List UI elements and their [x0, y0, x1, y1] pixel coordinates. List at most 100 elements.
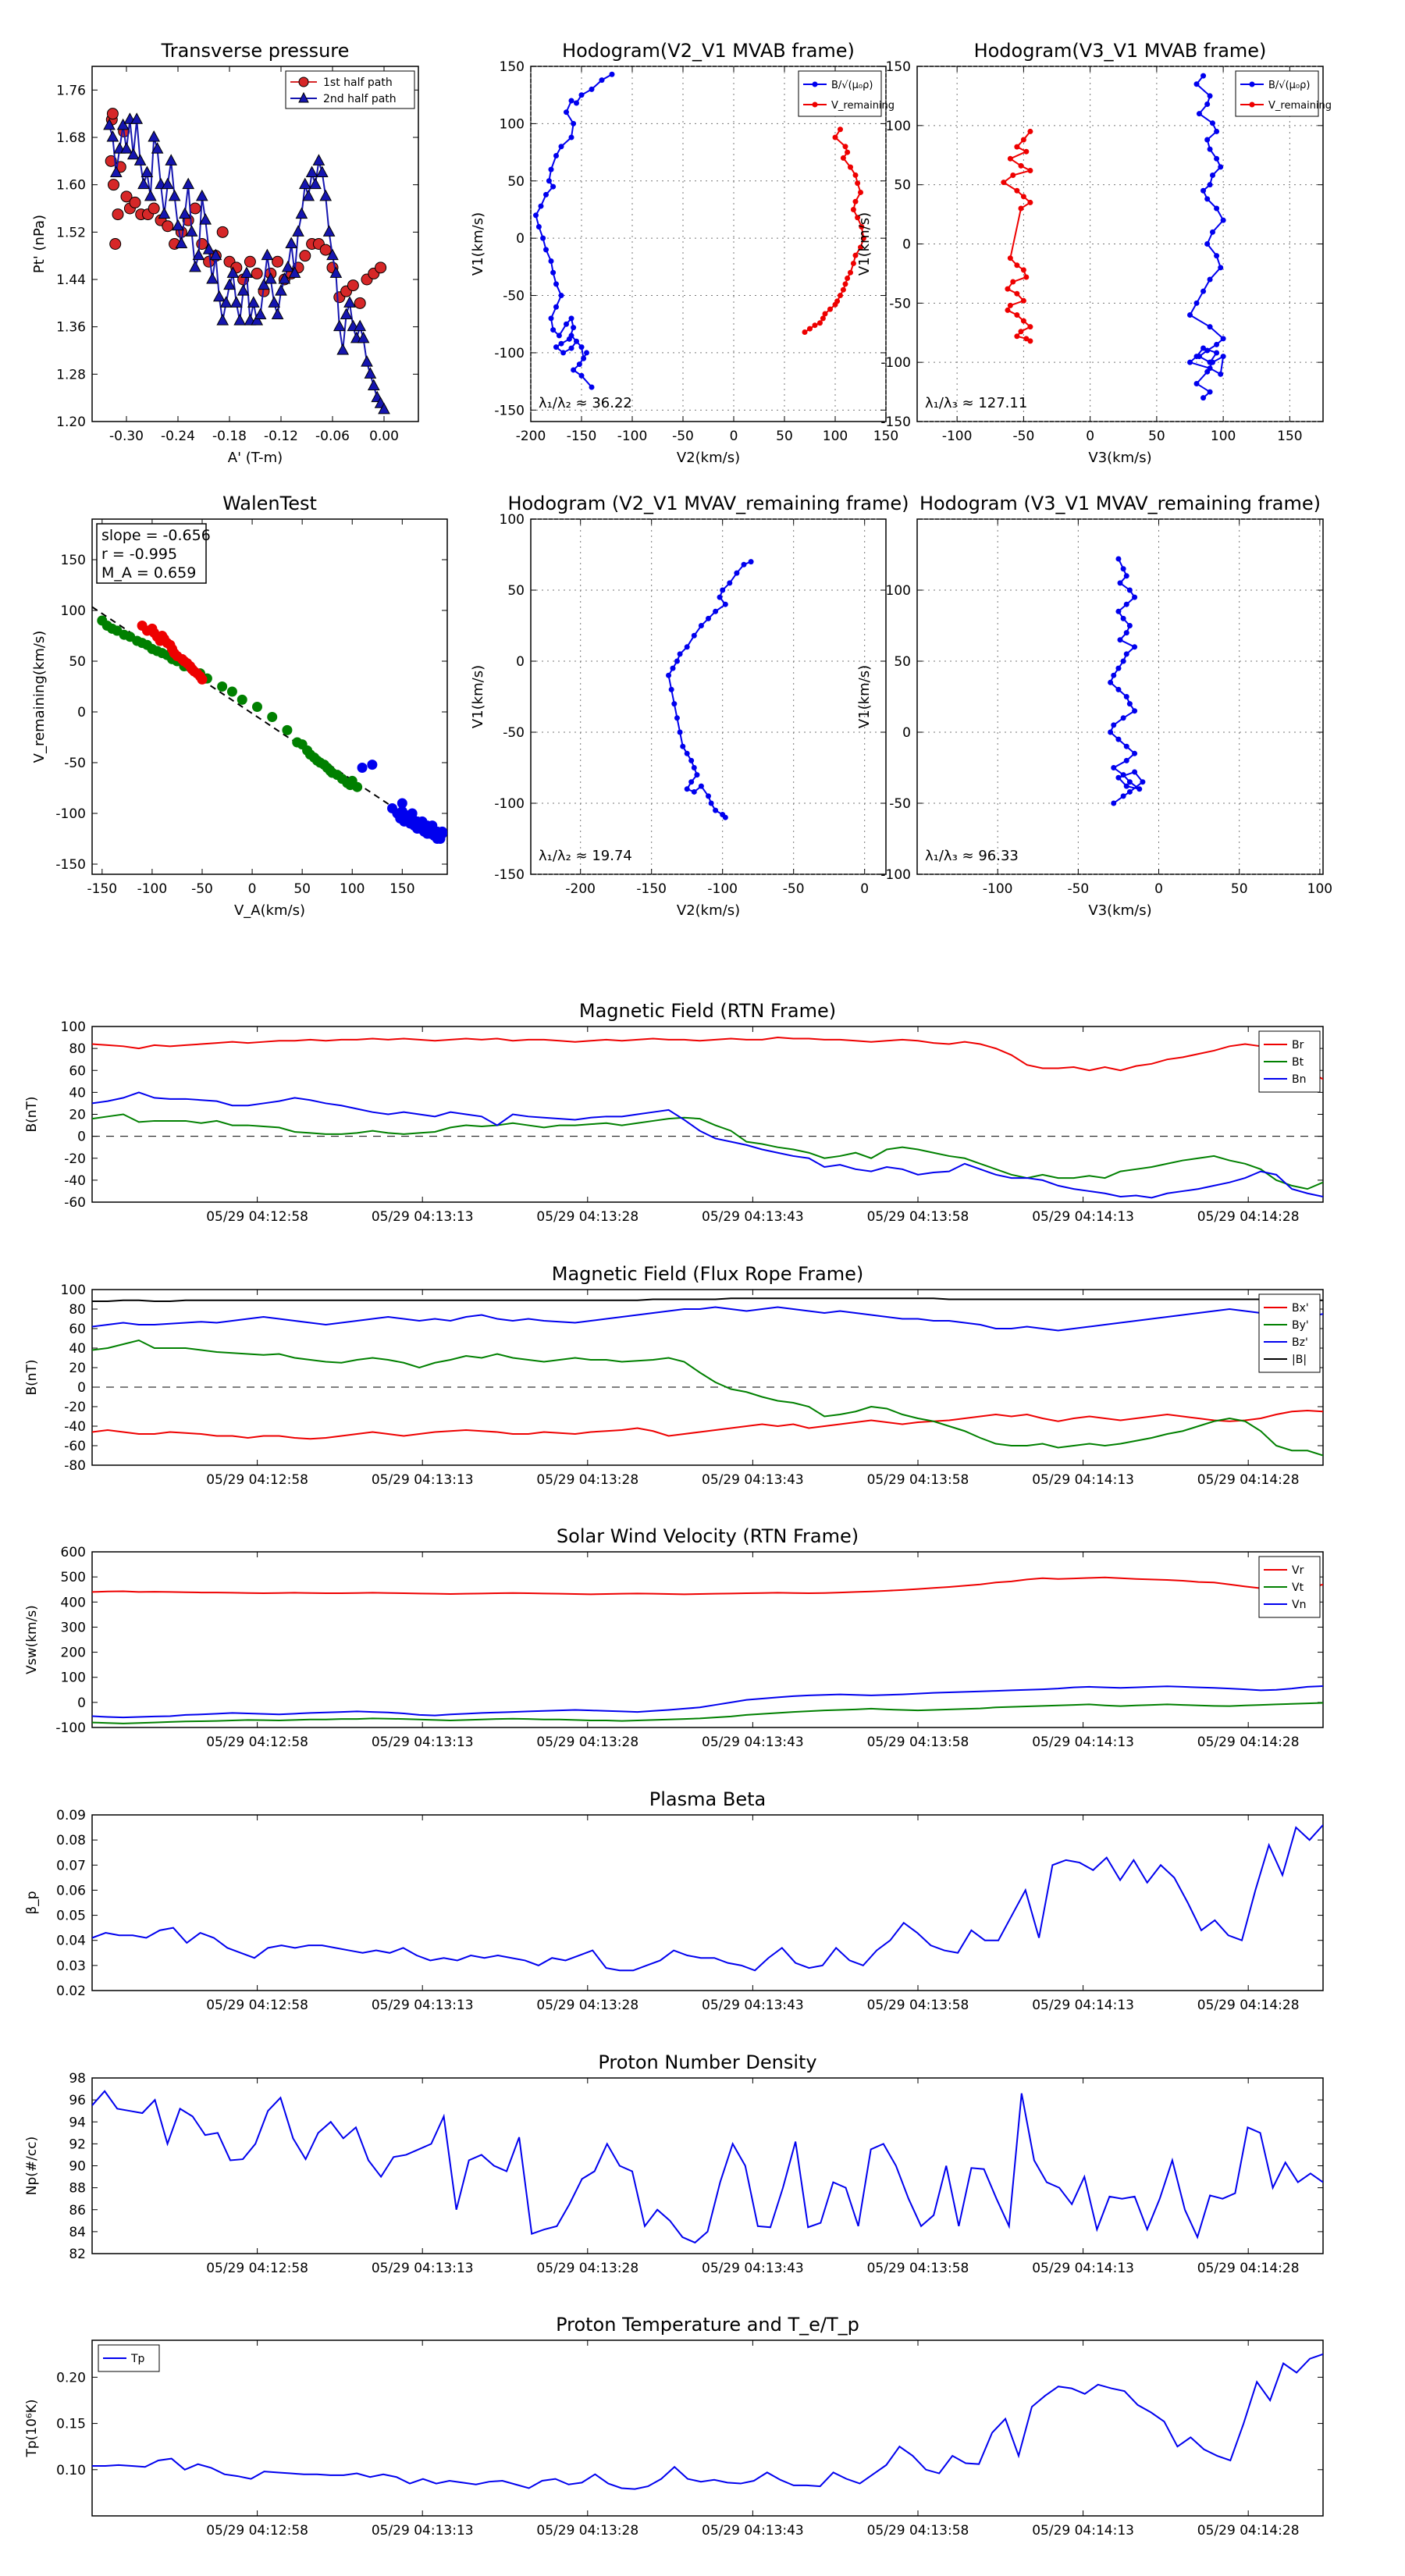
- data-point: [1115, 556, 1122, 562]
- data-point: [109, 165, 123, 177]
- data-point: [106, 130, 119, 142]
- y-tick-label: -40: [64, 1419, 86, 1435]
- data-point: [1010, 279, 1016, 285]
- y-tick-label: -100: [494, 346, 525, 361]
- legend-label: Bx': [1292, 1302, 1309, 1315]
- data-point: [1020, 267, 1026, 273]
- data-point: [267, 712, 278, 722]
- y-tick-label: -60: [64, 1195, 86, 1211]
- series-V-remaining: [1001, 128, 1033, 344]
- x-tick-label: -0.30: [109, 429, 144, 444]
- plot-area: [92, 2353, 1323, 2490]
- data-point: [1200, 73, 1207, 79]
- x-tick-label: 50: [1231, 881, 1248, 897]
- y-tick-label: 0.02: [56, 1984, 86, 1999]
- legend: Vr Vt Vn: [1258, 1556, 1321, 1618]
- chart-title: WalenTest: [222, 493, 317, 514]
- data-point: [422, 828, 432, 839]
- x-tick-label: 0: [1154, 881, 1163, 897]
- chart-title: Proton Number Density: [598, 2051, 816, 2073]
- y-tick-label: -60: [64, 1439, 86, 1454]
- data-point: [558, 340, 564, 347]
- y-tick-label: 1.28: [56, 367, 86, 382]
- data-point: [206, 272, 219, 284]
- x-tick-label: -50: [1013, 429, 1035, 444]
- y-tick-label: 50: [894, 178, 911, 194]
- series-line-Vn: [92, 1685, 1323, 1719]
- data-point: [295, 207, 308, 219]
- data-point: [1018, 329, 1024, 335]
- y-tick-label: 0: [902, 237, 911, 253]
- x-tick-label: 50: [1148, 429, 1165, 444]
- data-point: [217, 681, 228, 692]
- data-point: [850, 260, 856, 266]
- x-tick-label: 05/29 04:13:28: [536, 1472, 638, 1488]
- y-tick-label: 1.44: [56, 272, 86, 288]
- y-tick-label: 0.04: [56, 1934, 86, 1949]
- data-point: [378, 402, 390, 415]
- y-tick-label: -80: [64, 1458, 86, 1474]
- legend: B/√(μ₀ρ) V_remaining: [1235, 70, 1332, 117]
- data-point: [417, 816, 428, 827]
- data-point: [237, 284, 250, 296]
- data-point: [540, 235, 546, 241]
- y-tick-label: 0.08: [56, 1833, 86, 1848]
- y-tick-label: 150: [61, 553, 86, 568]
- series-blue: [357, 760, 447, 844]
- x-tick-label: 05/29 04:12:58: [206, 1209, 308, 1225]
- data-point: [845, 149, 851, 155]
- series-line-Vr: [92, 1576, 1323, 1596]
- data-point: [1220, 217, 1226, 223]
- x-tick-label: 05/29 04:13:13: [372, 2261, 474, 2276]
- data-point: [137, 177, 150, 190]
- data-point: [103, 118, 116, 130]
- data-point: [161, 177, 174, 190]
- data-point: [271, 308, 284, 319]
- legend: Tp: [98, 2344, 160, 2372]
- data-point: [165, 154, 178, 165]
- x-tick-label: 05/29 04:12:58: [206, 1472, 308, 1488]
- data-point: [546, 178, 552, 184]
- data-point: [556, 333, 562, 339]
- data-point: [1020, 137, 1026, 143]
- data-point: [548, 258, 554, 265]
- panel-walen: WalenTest -150 -100 -50 0 50 100 150 -150 -100 -50…: [31, 493, 448, 919]
- y-tick-label: -100: [494, 796, 525, 812]
- y-tick-label: 50: [894, 654, 911, 670]
- data-point: [251, 702, 262, 712]
- y-tick-label: -150: [494, 867, 525, 883]
- y-tick-label: -20: [64, 1151, 86, 1167]
- panel-ts_brtn: Magnetic Field (RTN Frame) 05/29 04:12:58…: [24, 1000, 1324, 1225]
- chart-title: Hodogram (V3_V1 MVAV_remaining frame): [919, 493, 1321, 514]
- data-point: [558, 144, 564, 150]
- data-point: [1111, 800, 1117, 806]
- x-tick-label: 05/29 04:13:58: [867, 1735, 969, 1750]
- legend-label: Bt: [1292, 1056, 1304, 1069]
- panel-h1: Hodogram(V2_V1 MVAB frame) -200 -150 -100 -5…: [470, 40, 898, 466]
- data-point: [568, 315, 574, 322]
- y-tick-label: -100: [55, 1720, 86, 1736]
- data-point: [1123, 757, 1129, 763]
- x-tick-label: 05/29 04:13:43: [702, 1209, 804, 1225]
- data-point: [309, 177, 322, 190]
- data-point: [340, 308, 353, 319]
- data-point: [367, 379, 380, 390]
- data-point: [1108, 679, 1114, 685]
- data-point: [233, 314, 247, 326]
- data-point: [1014, 187, 1020, 194]
- y-tick-label: 0: [516, 231, 525, 247]
- chart-title: Hodogram(V3_V1 MVAB frame): [974, 40, 1267, 62]
- data-point: [189, 202, 201, 215]
- y-tick-label: 0: [77, 705, 86, 720]
- data-point: [1126, 623, 1133, 628]
- y-tick-label: 0: [77, 1130, 86, 1145]
- data-point: [343, 296, 356, 308]
- y-tick-label: 0.05: [56, 1909, 86, 1924]
- y-axis-label: β_p: [24, 1891, 40, 1914]
- data-point: [275, 284, 287, 296]
- legend-marker: [1249, 101, 1255, 108]
- series-B-: [533, 71, 615, 390]
- y-tick-label: 80: [69, 1041, 86, 1057]
- chart-title: Proton Temperature and T_e/T_p: [556, 2314, 859, 2336]
